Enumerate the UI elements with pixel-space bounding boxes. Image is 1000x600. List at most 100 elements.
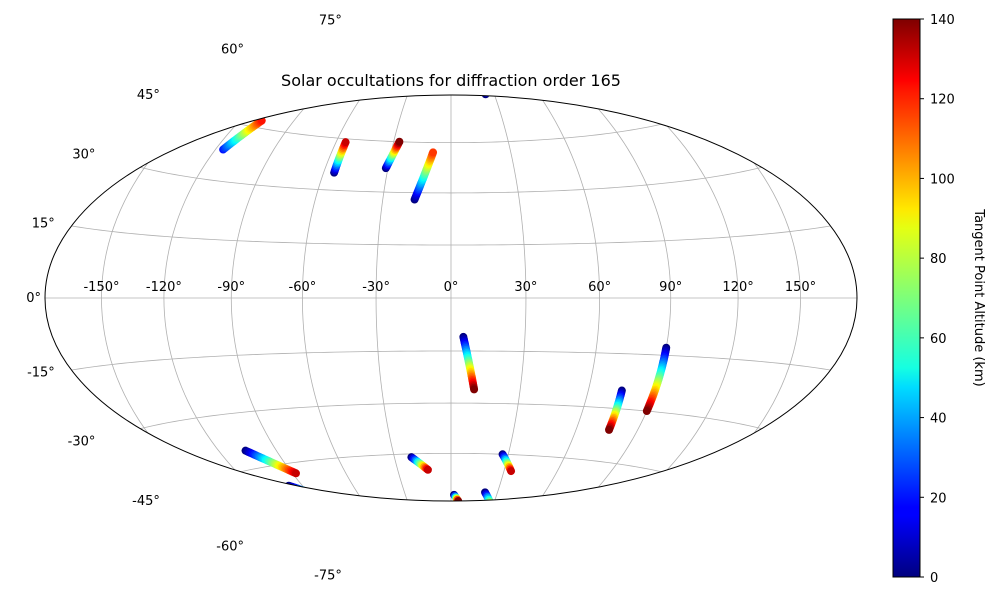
data-point	[643, 489, 652, 498]
data-point	[704, 470, 713, 479]
data-point	[337, 530, 345, 538]
data-point	[271, 491, 280, 500]
data-point	[326, 495, 335, 501]
data-point	[394, 507, 402, 515]
data-point	[285, 496, 294, 501]
data-point	[282, 495, 291, 501]
data-point	[308, 489, 317, 498]
data-point	[636, 494, 645, 501]
data-point	[376, 521, 384, 529]
data-point	[322, 508, 330, 516]
data-point	[400, 509, 408, 517]
occultation-track	[241, 446, 300, 478]
data-point	[399, 509, 407, 517]
occultation-track	[602, 57, 614, 72]
data-point	[700, 473, 709, 482]
data-point	[540, 522, 548, 530]
data-point	[347, 513, 355, 521]
data-point	[342, 512, 350, 520]
data-point	[606, 58, 614, 66]
data-point	[267, 490, 276, 499]
data-point	[720, 460, 729, 469]
data-point	[341, 138, 350, 147]
data-point	[519, 513, 527, 521]
y-tick-labels: 75° 60° 45° 30° 15° 0° -15° -30° -45° -60° -75°	[26, 14, 342, 584]
meridian-line	[450, 95, 739, 501]
colorbar-tick-label: 140	[930, 13, 955, 28]
data-point	[337, 511, 345, 519]
occultation-track	[450, 490, 463, 501]
data-point	[402, 510, 410, 518]
data-point	[289, 497, 298, 501]
occultation-track	[459, 332, 479, 394]
data-point	[381, 504, 389, 512]
data-point	[498, 511, 506, 519]
data-point	[596, 99, 605, 108]
data-point	[641, 491, 650, 500]
data-point	[603, 62, 611, 70]
meridian-line	[301, 95, 452, 501]
data-point	[274, 492, 283, 501]
occultation-track	[418, 513, 426, 521]
data-point	[708, 468, 717, 477]
data-point	[303, 487, 312, 496]
data-point	[579, 63, 587, 71]
y-tick-label: -45°	[132, 494, 160, 509]
data-point	[277, 493, 286, 501]
meridian-line	[450, 95, 601, 501]
data-point	[600, 95, 609, 99]
data-point	[724, 457, 733, 466]
data-point	[507, 467, 516, 476]
data-point	[254, 486, 263, 495]
data-point	[638, 493, 647, 501]
data-point	[327, 496, 336, 501]
data-point	[513, 513, 521, 521]
data-point	[418, 513, 426, 521]
data-point	[593, 58, 601, 66]
data-point	[332, 510, 340, 518]
data-point	[311, 490, 320, 499]
x-tick-label: 60°	[588, 280, 611, 295]
data-point	[639, 492, 648, 501]
data-point	[538, 520, 546, 528]
x-tick-label: -150°	[83, 280, 119, 295]
occultation-track	[451, 509, 465, 517]
y-tick-label: -30°	[68, 435, 96, 450]
occultation-track	[536, 519, 549, 531]
data-point	[599, 95, 608, 103]
data-point	[283, 495, 292, 501]
data-point	[335, 511, 343, 519]
colorbar-gradient	[892, 18, 921, 578]
data-points	[219, 57, 737, 538]
data-point	[407, 515, 415, 523]
data-point	[250, 485, 259, 494]
occultation-track	[463, 509, 471, 517]
data-point	[348, 513, 356, 521]
meridian-line	[101, 95, 452, 501]
data-point	[712, 465, 721, 474]
data-point	[592, 61, 600, 69]
colorbar-tick-label: 20	[930, 491, 947, 506]
occultation-track	[481, 488, 496, 513]
data-point	[324, 508, 332, 516]
data-point	[706, 469, 715, 478]
data-point	[447, 515, 455, 523]
data-point	[397, 508, 405, 516]
data-point	[447, 515, 455, 523]
data-point	[340, 511, 348, 519]
data-point	[694, 476, 703, 485]
data-point	[631, 497, 640, 501]
data-point	[728, 455, 737, 464]
data-point	[463, 509, 471, 517]
data-point	[379, 521, 387, 529]
data-point	[374, 520, 382, 528]
x-tick-label: -120°	[146, 280, 182, 295]
occultation-track	[330, 138, 350, 177]
data-point	[516, 513, 524, 521]
data-point	[591, 62, 599, 70]
meridian-line	[450, 95, 527, 501]
occultation-track	[629, 489, 652, 501]
data-point	[488, 505, 496, 513]
data-point	[539, 521, 547, 529]
